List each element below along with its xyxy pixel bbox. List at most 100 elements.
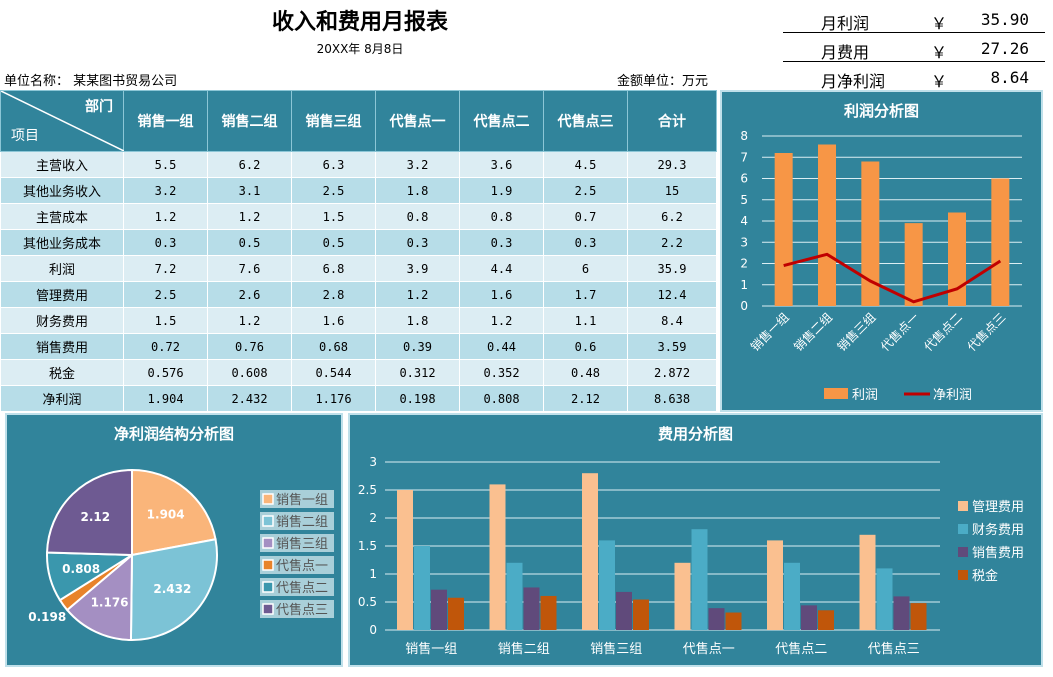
bar-2: [523, 587, 540, 630]
table-cell: 1.904: [123, 385, 208, 412]
pie-slice: [131, 468, 217, 557]
legend-swatch: [262, 581, 274, 593]
table-cell: 0.5: [291, 229, 376, 256]
column-header: 代售点二: [459, 90, 544, 152]
column-header: 销售三组: [291, 90, 376, 152]
table-cell: 0.3: [459, 229, 544, 256]
column-header: 销售二组: [207, 90, 292, 152]
chart-title: 费用分析图: [657, 425, 733, 443]
x-tick-label: 销售二组: [791, 310, 836, 355]
data-label: 0.808: [62, 562, 100, 576]
table-cell: 6.3: [291, 151, 376, 178]
table-cell: 2.5: [291, 177, 376, 204]
x-tick-label: 代售点一: [683, 641, 735, 657]
table-cell: 2.12: [543, 385, 628, 412]
y-tick-label: 1.5: [358, 539, 377, 553]
table-cell: 2.872: [627, 359, 717, 386]
table-cell: 0.76: [207, 333, 292, 360]
diagonal-line: [1, 91, 124, 151]
legend-label: 代售点一: [276, 558, 328, 574]
y-tick-label: 0: [740, 299, 748, 313]
column-header: 合计: [627, 90, 717, 152]
x-tick-label: 代售点三: [964, 310, 1009, 355]
table-row: 财务费用 1.5 1.2 1.6 1.8 1.2 1.1 8.4: [0, 307, 717, 334]
table-cell: 1.1: [543, 307, 628, 334]
row-label: 主营成本: [0, 203, 124, 230]
table-cell: 6.2: [207, 151, 292, 178]
table-cell: 2.6: [207, 281, 292, 308]
table-cell: 1.6: [291, 307, 376, 334]
summary-value: 35.90: [980, 10, 1029, 29]
y-tick-label: 2.5: [358, 483, 377, 497]
table-cell: 7.6: [207, 255, 292, 282]
corner-bottom-label: 项目: [11, 128, 39, 144]
table-cell: 0.808: [459, 385, 544, 412]
report-date: 20XX年 8月8日: [316, 42, 404, 56]
legend-label: 代售点二: [276, 580, 328, 596]
profit-chart: 0 1 2 3 4 5 6 7 8 销售一组 销售二组 销售三组 代售点一 代售点二 代售点三 利润 净利润 利…: [720, 90, 1043, 412]
y-tick-label: 7: [740, 150, 748, 164]
legend-label: 管理费用: [972, 500, 1024, 515]
bar-1: [691, 529, 708, 630]
corner-header: 部门 项目: [0, 90, 124, 152]
table-cell: 0.3: [543, 229, 628, 256]
bar-1: [599, 540, 615, 630]
table-cell: 2.432: [207, 385, 292, 412]
y-tick-label: 1: [369, 567, 377, 581]
data-label: 1.176: [91, 596, 129, 610]
legend-item-bg: [260, 490, 334, 508]
table-cell: 0.6: [543, 333, 628, 360]
report-table: 部门 项目 销售一组 销售二组 销售三组 代售点一 代售点二 代售点三 合计 主营收入 5.5…: [0, 90, 717, 412]
bar-profit: [774, 153, 793, 306]
table-cell: 29.3: [627, 151, 717, 178]
table-cell: 1.8: [375, 177, 460, 204]
table-cell: 4.4: [459, 255, 544, 282]
x-tick-label: 销售三组: [590, 641, 642, 657]
pie-slice: [65, 552, 134, 642]
data-label: 1.904: [147, 507, 185, 521]
table-cell: 2.2: [627, 229, 717, 256]
table-cell: 3.2: [123, 177, 208, 204]
currency-symbol: ￥: [931, 14, 948, 33]
table-cell: 12.4: [627, 281, 717, 308]
data-label: 2.12: [80, 510, 110, 524]
table-cell: 6.8: [291, 255, 376, 282]
table-cell: 0.312: [375, 359, 460, 386]
legend-label: 财务费用: [972, 522, 1024, 538]
row-label: 利润: [0, 255, 124, 282]
legend-swatch: [958, 501, 968, 511]
table-cell: 0.48: [543, 359, 628, 386]
legend-label: 净利润: [933, 388, 972, 403]
row-label: 主营收入: [0, 151, 124, 178]
y-tick-label: 6: [740, 172, 748, 186]
table-cell: 3.1: [207, 177, 292, 204]
table-row: 管理费用 2.5 2.6 2.8 1.2 1.6 1.7 12.4: [0, 281, 717, 308]
legend-swatch: [958, 547, 968, 557]
table-row: 其他业务成本 0.3 0.5 0.5 0.3 0.3 0.3 2.2: [0, 229, 717, 256]
table-cell: 1.2: [207, 307, 292, 334]
table-cell: 0.39: [375, 333, 460, 360]
table-row: 销售费用 0.72 0.76 0.68 0.39 0.44 0.6 3.59: [0, 333, 717, 360]
table-cell: 0.7: [543, 203, 628, 230]
row-label: 财务费用: [0, 307, 124, 334]
bar-2: [801, 605, 817, 630]
report-title: 收入和费用月报表: [271, 10, 448, 35]
y-tick-label: 3: [740, 235, 748, 249]
table-cell: 2.5: [123, 281, 208, 308]
legend-swatch-profit: [824, 388, 848, 399]
table-cell: 0.8: [459, 203, 544, 230]
legend-label: 税金: [972, 568, 998, 584]
bar-3: [633, 599, 649, 630]
company-name-label: 单位名称： 某某图书贸易公司: [4, 74, 178, 89]
table-cell: 1.8: [375, 307, 460, 334]
bar-0: [859, 534, 876, 630]
y-tick-label: 1: [740, 278, 748, 292]
table-row: 税金 0.576 0.608 0.544 0.312 0.352 0.48 2.872: [0, 359, 717, 386]
x-tick-label: 销售三组: [834, 310, 879, 355]
row-label: 税金: [0, 359, 124, 386]
y-tick-label: 8: [740, 129, 748, 143]
table-cell: 1.5: [291, 203, 376, 230]
bar-3: [448, 597, 464, 630]
table-cell: 1.2: [459, 307, 544, 334]
bar-2: [616, 591, 632, 630]
